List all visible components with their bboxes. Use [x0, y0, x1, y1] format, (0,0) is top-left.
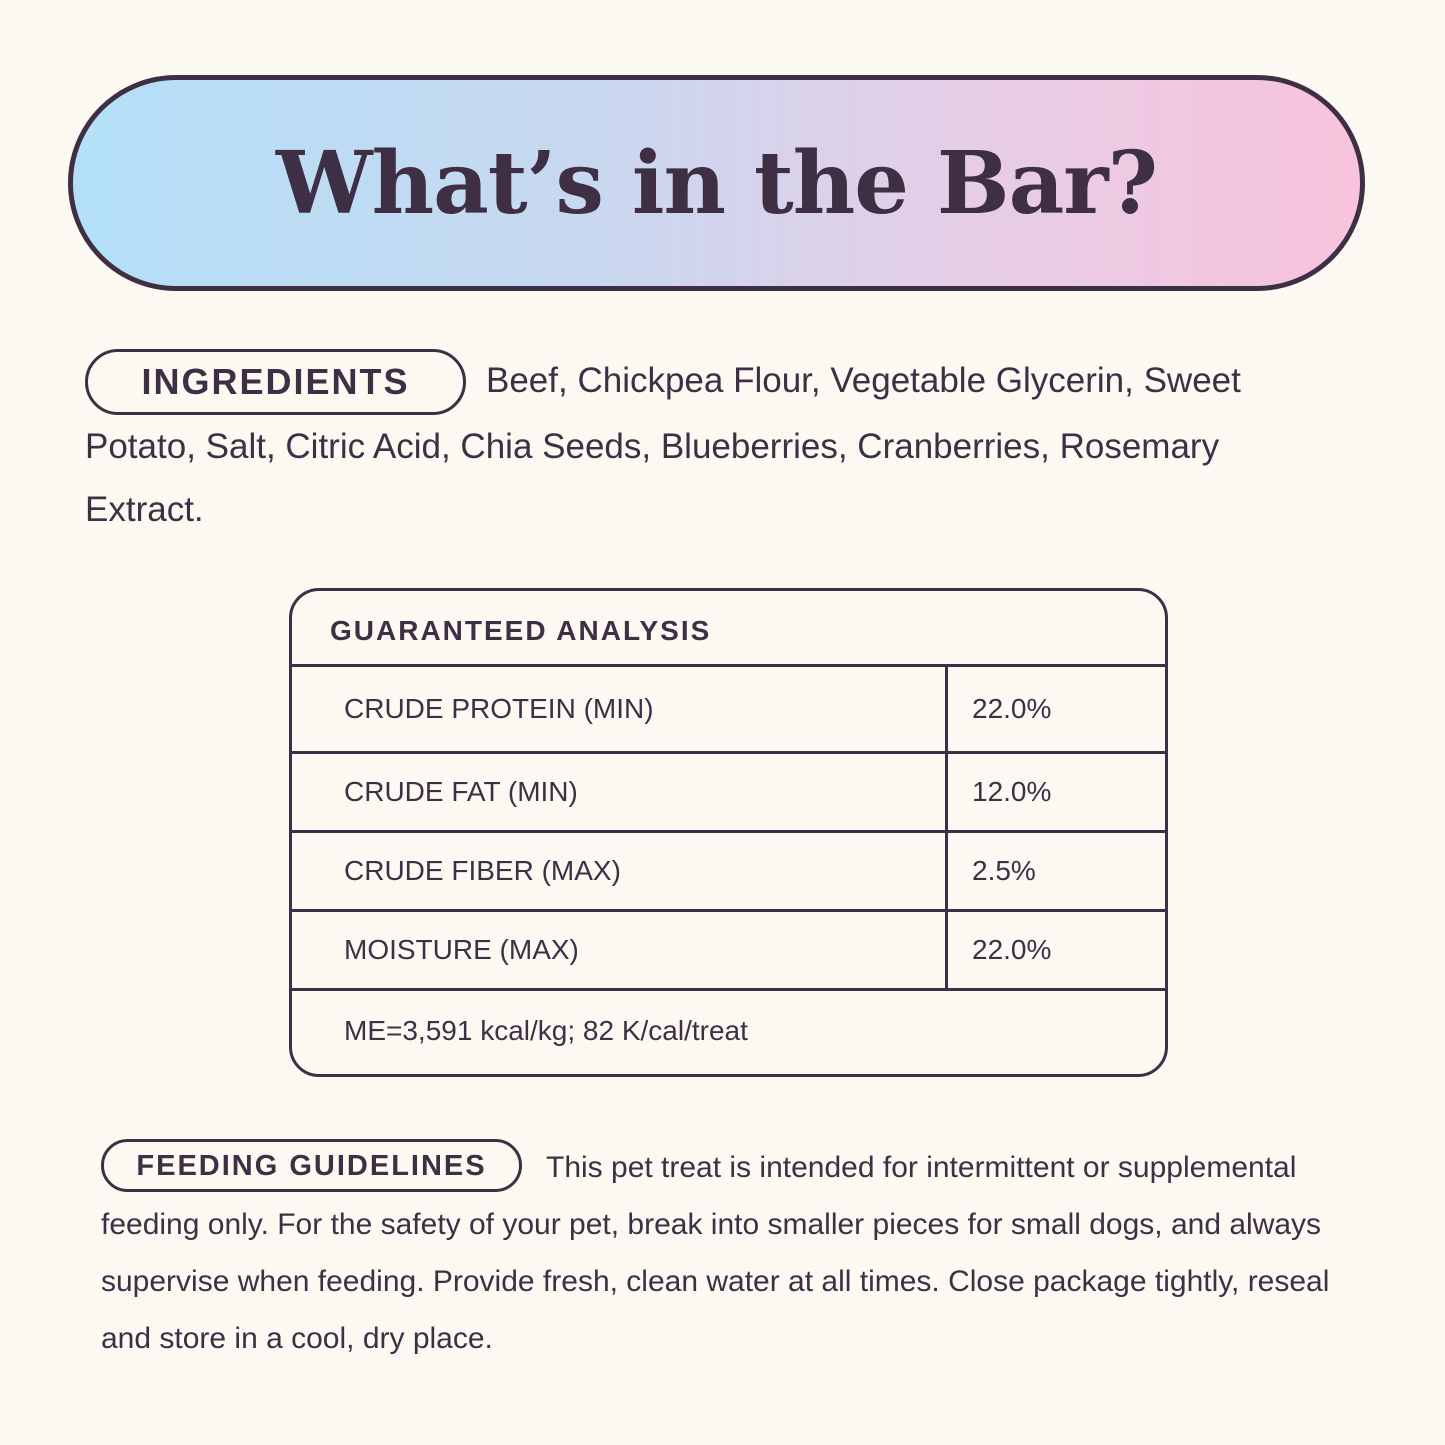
row-label: CRUDE FIBER (MAX) [292, 833, 948, 909]
ingredients-text: Beef, Chickpea Flour, Vegetable Glycerin… [85, 361, 1241, 529]
row-value: 12.0% [972, 776, 1052, 807]
analysis-header: GUARANTEED ANALYSIS [292, 591, 1165, 667]
table-row: MOISTURE (MAX) 22.0% [292, 912, 1165, 991]
table-row: CRUDE PROTEIN (MIN) 22.0% [292, 667, 1165, 754]
row-value: 22.0% [972, 693, 1052, 724]
page-title: What’s in the Bar? [275, 132, 1158, 234]
ingredients-section: INGREDIENTS Beef, Chickpea Flour, Vegetab… [85, 349, 1335, 541]
table-row: CRUDE FIBER (MAX) 2.5% [292, 833, 1165, 912]
table-row: CRUDE FAT (MIN) 12.0% [292, 754, 1165, 833]
row-value: 2.5% [972, 855, 1036, 886]
ingredients-label: INGREDIENTS [85, 349, 466, 415]
guaranteed-analysis-table: GUARANTEED ANALYSIS CRUDE PROTEIN (MIN) … [289, 588, 1168, 1077]
feeding-section: FEEDING GUIDELINES This pet treat is inte… [101, 1139, 1361, 1367]
feeding-text: This pet treat is intended for intermitt… [101, 1151, 1330, 1355]
title-banner: What’s in the Bar? [68, 75, 1365, 291]
row-label: MOISTURE (MAX) [292, 912, 948, 988]
feeding-label: FEEDING GUIDELINES [101, 1139, 522, 1192]
row-label: CRUDE PROTEIN (MIN) [292, 667, 948, 751]
analysis-footer: ME=3,591 kcal/kg; 82 K/cal/treat [344, 1015, 748, 1046]
row-label: CRUDE FAT (MIN) [292, 754, 948, 830]
row-value: 22.0% [972, 934, 1052, 965]
